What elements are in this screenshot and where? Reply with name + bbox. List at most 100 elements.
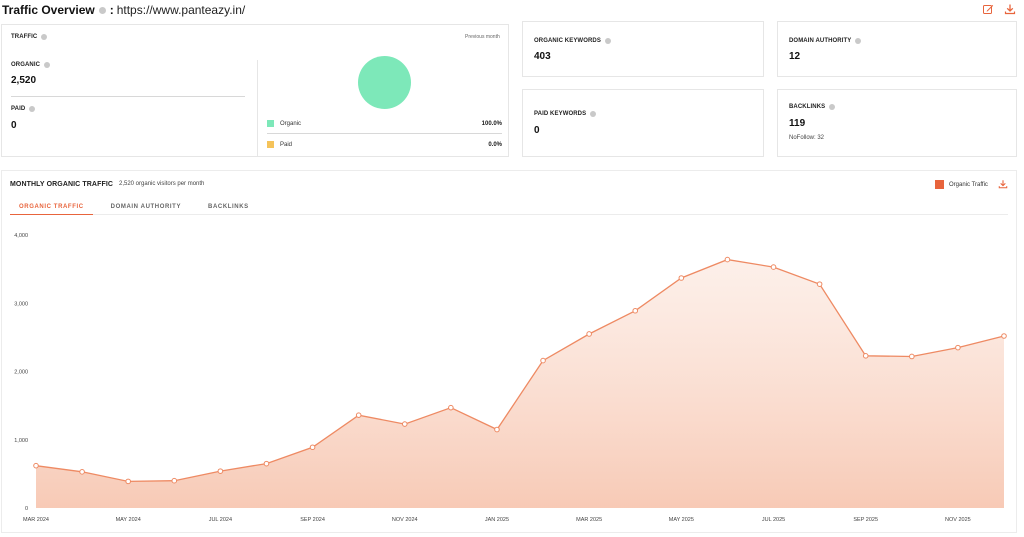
data-point[interactable]: [263, 460, 270, 467]
data-point[interactable]: [79, 469, 85, 475]
y-tick-label: 3,000: [14, 301, 28, 307]
data-point[interactable]: [770, 264, 777, 270]
chart-legend[interactable]: Organic Traffic: [935, 180, 988, 189]
paid-keywords-label: PAID KEYWORDS: [534, 111, 600, 117]
organic-keywords-value: 403: [534, 51, 551, 62]
period-label: Previous month: [465, 34, 500, 40]
data-point[interactable]: [816, 281, 823, 287]
download-icon[interactable]: [1004, 3, 1016, 15]
paid-keywords-card: PAID KEYWORDS 0: [522, 89, 764, 157]
paid-swatch: [267, 141, 274, 148]
x-tick-label: MAR 2025: [576, 517, 602, 523]
tab-underline: [10, 214, 1008, 215]
legend-organic-label: Organic: [280, 120, 302, 127]
domain-authority-card: DOMAIN AUTHORITY 12: [777, 21, 1017, 77]
data-point[interactable]: [171, 477, 178, 484]
organic-swatch: [267, 120, 274, 127]
monthly-subtitle: 2,520 organic visitors per month: [119, 181, 205, 187]
vertical-divider: [257, 60, 258, 156]
monthly-traffic-panel: [1, 170, 1017, 533]
organic-keywords-card: ORGANIC KEYWORDS 403: [522, 21, 764, 77]
legend-paid-label: Paid: [280, 141, 293, 148]
data-point[interactable]: [33, 462, 39, 469]
chart-tabs: ORGANIC TRAFFIC DOMAIN AUTHORITY BACKLIN…: [10, 204, 267, 215]
data-point[interactable]: [678, 275, 685, 281]
legend-swatch: [935, 180, 944, 189]
data-point[interactable]: [125, 478, 131, 485]
tab-backlinks[interactable]: BACKLINKS: [208, 204, 249, 210]
data-point[interactable]: [540, 357, 546, 364]
page-header: Traffic Overview : https://www.panteazy.…: [0, 0, 1024, 22]
traffic-label: TRAFFIC: [11, 34, 51, 40]
tab-organic-traffic[interactable]: ORGANIC TRAFFIC: [10, 204, 93, 215]
info-icon[interactable]: [604, 38, 611, 44]
tab-domain-authority[interactable]: DOMAIN AUTHORITY: [110, 204, 182, 210]
y-tick-label: 1,000: [14, 438, 28, 444]
organic-keywords-label: ORGANIC KEYWORDS: [534, 38, 615, 44]
info-icon[interactable]: [590, 111, 597, 117]
backlinks-value: 119: [789, 118, 806, 129]
paid-keywords-value: 0: [534, 125, 540, 136]
x-tick-label: SEP 2024: [300, 517, 325, 523]
info-icon[interactable]: [98, 6, 106, 14]
legend-organic: Organic 100.0%: [267, 120, 502, 127]
x-tick-label: MAY 2025: [669, 517, 694, 523]
title-row: Traffic Overview : https://www.panteazy.…: [2, 3, 245, 17]
y-tick-label: 4,000: [14, 233, 28, 239]
info-icon[interactable]: [41, 34, 48, 40]
data-point[interactable]: [494, 426, 500, 433]
divider: [11, 96, 245, 97]
organic-label-text: ORGANIC: [11, 62, 41, 68]
y-tick-label: 0: [25, 506, 28, 512]
backlinks-card: BACKLINKS 119 NoFollow: 32: [777, 89, 1017, 157]
data-point[interactable]: [355, 412, 362, 418]
domain-authority-label: DOMAIN AUTHORITY: [789, 38, 865, 44]
data-point[interactable]: [955, 344, 961, 351]
nofollow-count: NoFollow: 32: [789, 135, 825, 141]
y-tick-label: 2,000: [14, 370, 28, 376]
monthly-title: MONTHLY ORGANIC TRAFFIC: [10, 181, 114, 188]
site-url: https://www.panteazy.in/: [116, 3, 246, 17]
data-point[interactable]: [632, 307, 639, 314]
page-title: Traffic Overview: [2, 3, 95, 17]
info-icon[interactable]: [29, 106, 36, 112]
data-point[interactable]: [217, 468, 224, 474]
traffic-label-text: TRAFFIC: [11, 34, 38, 40]
series-line: [35, 258, 1005, 483]
divider: [267, 133, 502, 134]
info-icon[interactable]: [855, 38, 862, 44]
data-point[interactable]: [862, 353, 869, 359]
legend-paid-pct: 0.0%: [488, 141, 502, 148]
data-point[interactable]: [401, 421, 408, 427]
data-point[interactable]: [724, 256, 731, 263]
info-icon[interactable]: [44, 62, 51, 68]
info-icon[interactable]: [829, 104, 836, 110]
data-point[interactable]: [448, 404, 454, 411]
data-point[interactable]: [1001, 333, 1007, 339]
organic-value: 2,520: [11, 75, 37, 86]
data-point[interactable]: [909, 353, 915, 360]
edit-icon[interactable]: [982, 3, 994, 15]
paid-value: 0: [11, 120, 17, 131]
legend-label: Organic Traffic: [949, 181, 988, 188]
domain-authority-label-text: DOMAIN AUTHORITY: [789, 38, 852, 44]
legend-paid: Paid 0.0%: [267, 141, 502, 148]
data-point[interactable]: [309, 444, 316, 451]
x-tick-label: JUL 2024: [209, 517, 232, 523]
traffic-card: TRAFFIC Previous month ORGANIC 2,520 PAI…: [1, 24, 509, 157]
x-tick-label: NOV 2024: [392, 517, 418, 523]
download-icon[interactable]: [998, 179, 1008, 189]
legend-organic-pct: 100.0%: [481, 120, 502, 127]
x-tick-label: SEP 2025: [853, 517, 878, 523]
domain-authority-value: 12: [789, 51, 801, 62]
title-separator: :: [109, 3, 114, 17]
x-tick-label: MAY 2024: [116, 517, 141, 523]
x-tick-label: NOV 2025: [945, 517, 971, 523]
x-tick-label: MAR 2024: [23, 517, 49, 523]
backlinks-label-text: BACKLINKS: [789, 104, 826, 110]
data-point[interactable]: [586, 331, 592, 337]
x-tick-label: JUL 2025: [762, 517, 785, 523]
area-fill: [36, 259, 1004, 508]
x-tick-label: JAN 2025: [485, 517, 509, 523]
traffic-pie: [358, 56, 411, 109]
